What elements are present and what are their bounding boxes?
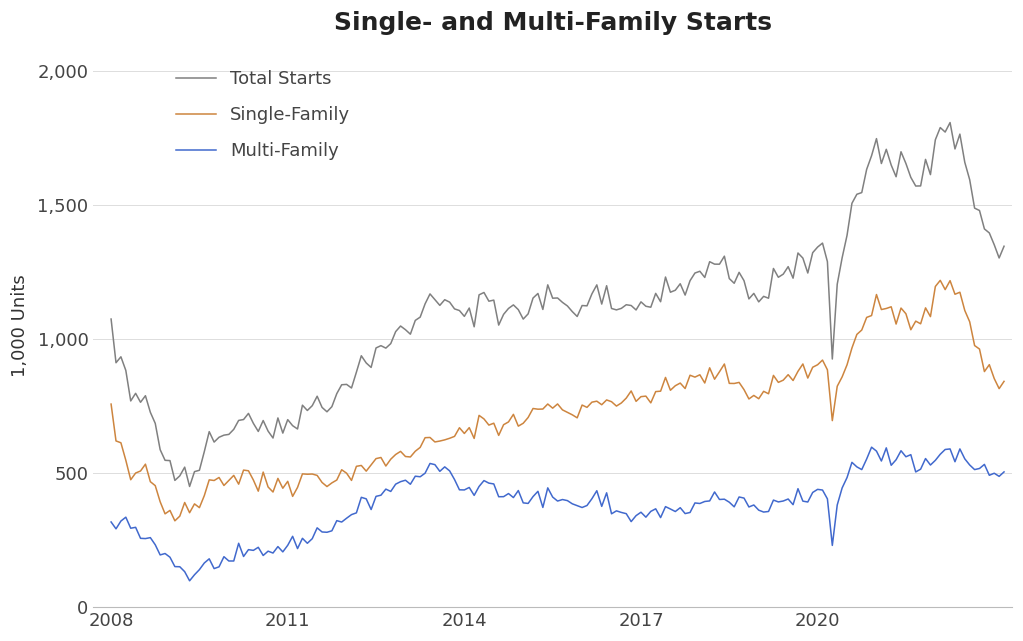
- Total Starts: [944, 119, 957, 126]
- Single-Family: [934, 276, 946, 284]
- Total Starts: [248, 419, 260, 427]
- Total Starts: [562, 302, 574, 310]
- Total Starts: [105, 315, 118, 323]
- Multi-Family: [562, 497, 574, 504]
- Multi-Family: [227, 557, 239, 565]
- Single-Family: [997, 378, 1010, 385]
- Y-axis label: 1,000 Units: 1,000 Units: [11, 274, 29, 377]
- Multi-Family: [865, 444, 878, 451]
- Multi-Family: [183, 577, 195, 585]
- Line: Single-Family: Single-Family: [112, 280, 1004, 521]
- Single-Family: [109, 437, 122, 445]
- Total Starts: [109, 359, 122, 367]
- Multi-Family: [105, 518, 118, 526]
- Single-Family: [227, 472, 239, 479]
- Single-Family: [105, 400, 118, 408]
- Multi-Family: [492, 493, 504, 501]
- Total Starts: [997, 242, 1010, 250]
- Single-Family: [492, 431, 504, 439]
- Single-Family: [562, 408, 574, 416]
- Total Starts: [390, 328, 402, 335]
- Total Starts: [492, 321, 504, 329]
- Legend: Total Starts, Single-Family, Multi-Family: Total Starts, Single-Family, Multi-Famil…: [176, 70, 350, 160]
- Line: Multi-Family: Multi-Family: [112, 447, 1004, 581]
- Total Starts: [183, 483, 195, 490]
- Multi-Family: [390, 480, 402, 488]
- Title: Single- and Multi-Family Starts: Single- and Multi-Family Starts: [333, 11, 771, 35]
- Line: Total Starts: Total Starts: [112, 122, 1004, 487]
- Multi-Family: [248, 547, 260, 554]
- Single-Family: [248, 476, 260, 484]
- Total Starts: [227, 426, 239, 433]
- Multi-Family: [109, 525, 122, 533]
- Single-Family: [390, 451, 402, 458]
- Multi-Family: [997, 468, 1010, 476]
- Single-Family: [169, 517, 181, 525]
